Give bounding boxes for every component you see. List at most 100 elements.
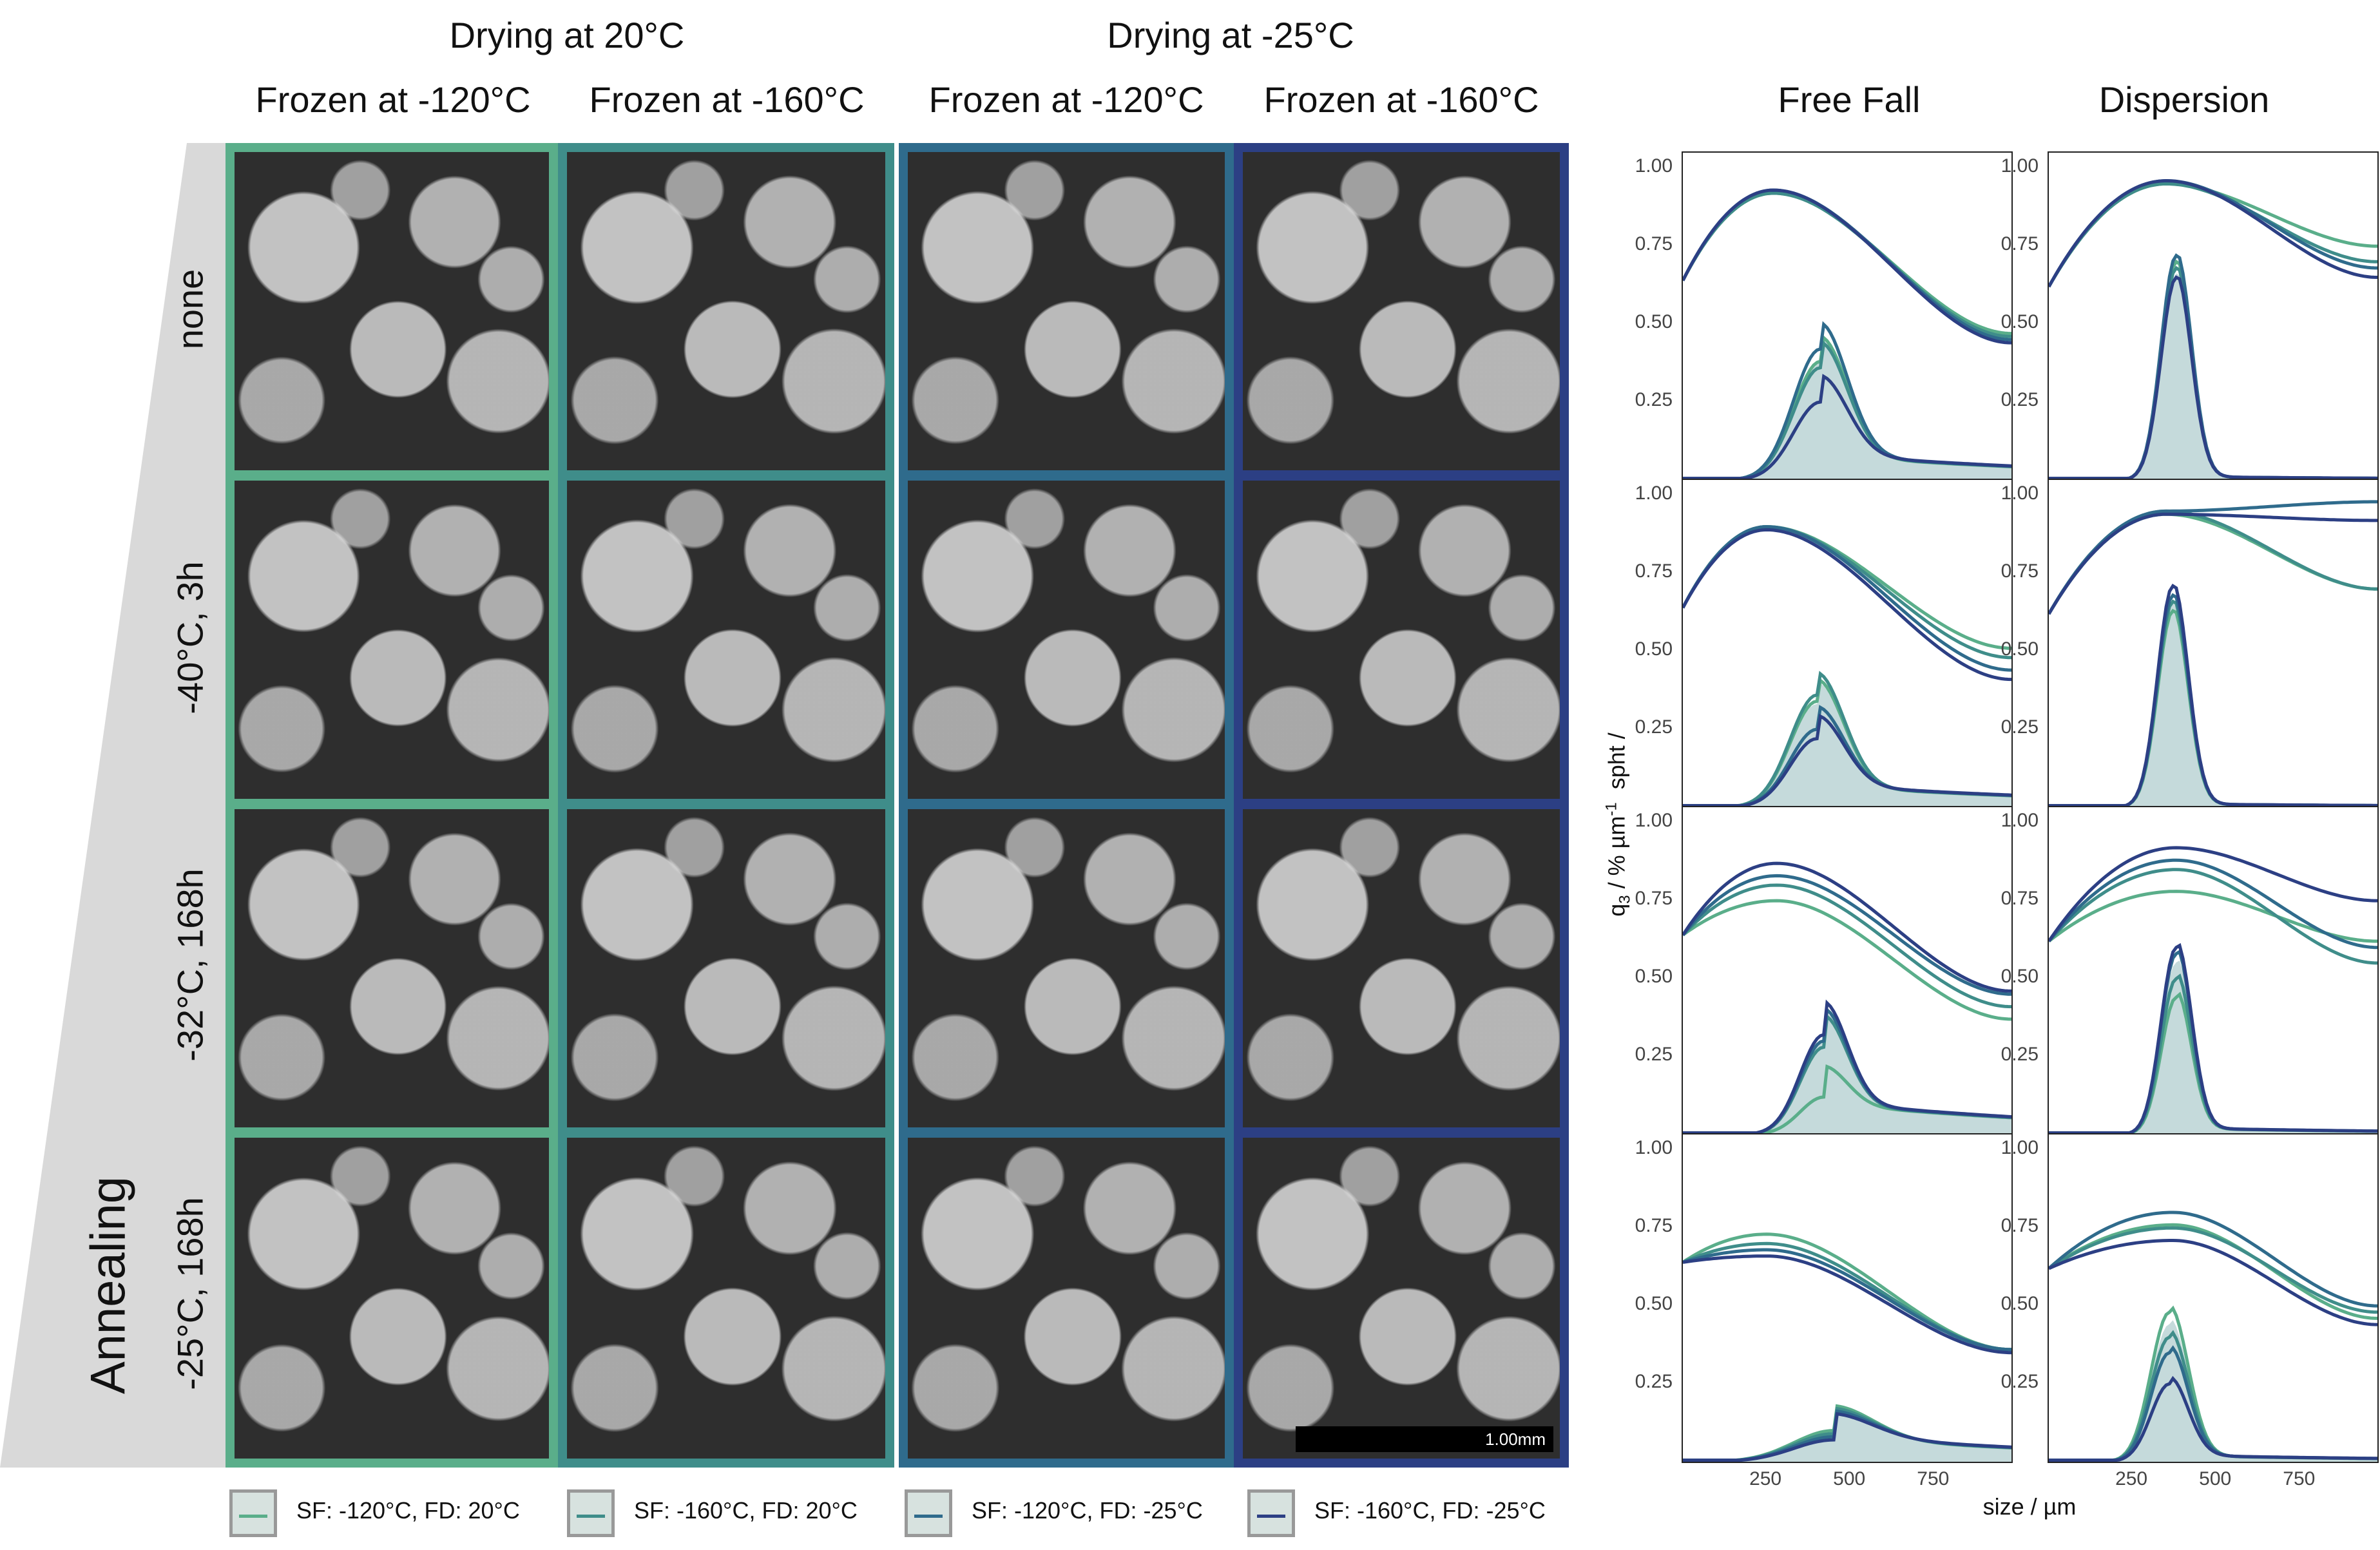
chart-panel-r2-c0 xyxy=(1682,806,2013,1136)
y-label-post: spht / xyxy=(1603,732,1630,803)
y-tick-label: 1.00 xyxy=(2001,155,2039,177)
sem-image-32c-sf120-fd20 xyxy=(226,800,558,1136)
x-tick-label: 750 xyxy=(2283,1468,2316,1489)
x-tick-label: 250 xyxy=(2115,1468,2148,1489)
header-dispersion: Dispersion xyxy=(2098,79,2270,120)
chart-panel-r0-c1 xyxy=(2048,151,2379,481)
row-label-32c-168h: -32°C, 168h xyxy=(169,868,211,1062)
y-tick-label: 0.75 xyxy=(1635,560,1673,582)
chart-panel-r1-c0 xyxy=(1682,479,2013,808)
y-axis-label: q3 / % µm-1 spht / xyxy=(1602,732,1634,917)
q3-line-4 xyxy=(1683,1411,2011,1462)
y-tick-label: 0.50 xyxy=(2001,311,2039,333)
y-tick-label: 1.00 xyxy=(2001,1137,2039,1159)
sem-image-40c-sf120-fd25 xyxy=(899,472,1234,808)
y-tick-label: 0.75 xyxy=(2001,560,2039,582)
panel-background xyxy=(2049,153,2377,480)
q3-line-4 xyxy=(2049,942,2377,1134)
header-free-fall: Free Fall xyxy=(1778,79,1921,120)
y-tick-label: 0.25 xyxy=(2001,716,2039,738)
sem-image-none-sf120-fd25 xyxy=(899,143,1234,479)
y-tick-label: 0.50 xyxy=(1635,311,1673,333)
q3-line-4 xyxy=(1683,374,2011,480)
scale-bar-label: 1.00mm xyxy=(1485,1430,1546,1449)
sem-image-25c-sf120-fd20 xyxy=(226,1129,558,1468)
y-tick-label: 0.25 xyxy=(1635,716,1673,738)
sem-image-32c-sf120-fd25 xyxy=(899,800,1234,1136)
legend-line-2 xyxy=(577,1515,605,1518)
sphericity-line-2 xyxy=(1683,883,2011,1009)
sem-image-25c-sf120-fd25 xyxy=(899,1129,1234,1468)
annealing-wedge xyxy=(0,143,226,1468)
x-axis-label: size / µm xyxy=(1982,1493,2077,1520)
header-frozen-1: Frozen at -120°C xyxy=(255,79,531,120)
y-tick-label: 0.50 xyxy=(2001,966,2039,988)
header-frozen-2: Frozen at -160°C xyxy=(589,79,865,120)
y-tick-label: 0.75 xyxy=(2001,888,2039,910)
legend-key-1 xyxy=(229,1489,277,1537)
legend-key-4 xyxy=(1247,1489,1295,1537)
legend-label-2: SF: -160°C, FD: 20°C xyxy=(634,1497,858,1524)
sphericity-line-3 xyxy=(2049,858,2377,950)
q3-line-4 xyxy=(2049,584,2377,807)
sphericity-line-4 xyxy=(1683,861,2011,993)
y-tick-label: 1.00 xyxy=(1635,1137,1673,1159)
chart-panel-r2-c1 xyxy=(2048,806,2379,1136)
legend-key-2 xyxy=(567,1489,615,1537)
y-tick-label: 0.75 xyxy=(2001,233,2039,255)
y-tick-label: 0.75 xyxy=(2001,1215,2039,1237)
row-label-40c-3h: -40°C, 3h xyxy=(169,561,211,714)
y-label-mid: / % µm xyxy=(1603,816,1630,895)
sem-image-none-sf160-fd25 xyxy=(1234,143,1569,479)
y-tick-label: 0.75 xyxy=(1635,233,1673,255)
q3-line-4 xyxy=(1683,714,2011,807)
y-tick-label: 0.50 xyxy=(2001,1293,2039,1315)
panel-background xyxy=(2049,807,2377,1134)
legend-key-3 xyxy=(905,1489,952,1537)
header-frozen-4: Frozen at -160°C xyxy=(1263,79,1539,120)
y-tick-label: 0.50 xyxy=(1635,638,1673,660)
legend-line-1 xyxy=(239,1515,267,1518)
y-tick-label: 1.00 xyxy=(1635,155,1673,177)
sphericity-line-4 xyxy=(2049,512,2377,615)
sem-image-40c-sf160-fd25 xyxy=(1234,472,1569,808)
sem-image-25c-sf160-fd25: 1.00mm xyxy=(1234,1129,1569,1468)
y-tick-label: 1.00 xyxy=(1635,810,1673,832)
sphericity-line-3 xyxy=(2049,1210,2377,1308)
sphericity-line-3 xyxy=(2049,500,2377,615)
y-tick-label: 0.50 xyxy=(2001,638,2039,660)
scale-bar: 1.00mm xyxy=(1296,1426,1553,1452)
x-tick-label: 250 xyxy=(1749,1468,1782,1489)
y-tick-label: 0.25 xyxy=(1635,1371,1673,1393)
q3-line-4 xyxy=(2049,275,2377,480)
chart-panel-r1-c1 xyxy=(2048,479,2379,808)
legend-line-3 xyxy=(914,1515,943,1518)
sphericity-line-2 xyxy=(2049,868,2377,965)
y-tick-label: 0.75 xyxy=(1635,888,1673,910)
y-tick-label: 0.25 xyxy=(2001,1044,2039,1066)
panel-background xyxy=(2049,480,2377,807)
x-tick-label: 500 xyxy=(2199,1468,2232,1489)
chart-panel-r0-c0 xyxy=(1682,151,2013,481)
header-drying-minus25: Drying at -25°C xyxy=(1107,15,1354,55)
y-tick-label: 0.25 xyxy=(2001,389,2039,411)
q3-line-4 xyxy=(1683,999,2011,1134)
y-label-sub: 3 xyxy=(1616,895,1634,904)
legend-line-4 xyxy=(1257,1515,1285,1518)
sphericity-line-3 xyxy=(1683,874,2011,996)
legend-label-1: SF: -120°C, FD: 20°C xyxy=(296,1497,520,1524)
sphericity-line-4 xyxy=(1683,1254,2011,1355)
y-tick-label: 1.00 xyxy=(2001,483,2039,504)
row-label-none: none xyxy=(169,269,211,350)
y-tick-label: 0.75 xyxy=(1635,1215,1673,1237)
chart-panel-r3-c1 xyxy=(2048,1133,2379,1463)
header-frozen-3: Frozen at -120°C xyxy=(928,79,1204,120)
y-tick-label: 1.00 xyxy=(2001,810,2039,832)
sem-image-none-sf160-fd20 xyxy=(558,143,894,479)
sphericity-line-1 xyxy=(2049,1223,2377,1320)
x-tick-label: 500 xyxy=(1833,1468,1866,1489)
y-label-sup: -1 xyxy=(1602,802,1620,816)
annealing-title: Annealing xyxy=(81,1176,136,1395)
y-tick-label: 0.50 xyxy=(1635,966,1673,988)
legend-label-4: SF: -160°C, FD: -25°C xyxy=(1314,1497,1546,1524)
